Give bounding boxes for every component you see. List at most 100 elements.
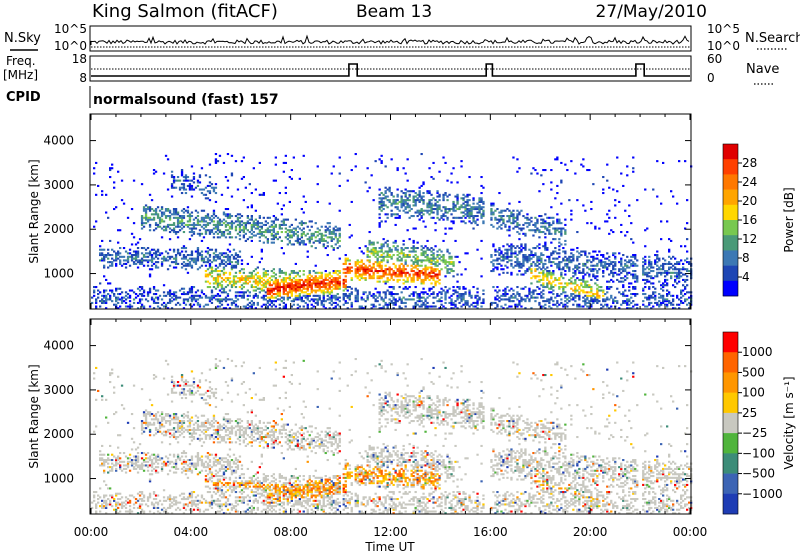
- power-cell: [154, 213, 158, 216]
- power-cell: [580, 282, 583, 285]
- power-cell: [528, 291, 531, 294]
- power-cell: [518, 232, 521, 235]
- power-cell: [522, 298, 525, 301]
- power-cell: [620, 257, 623, 260]
- power-cell: [432, 271, 435, 274]
- power-cell: [322, 289, 325, 292]
- power-cell: [184, 257, 188, 260]
- power-cell: [182, 254, 186, 257]
- power-cell: [438, 291, 441, 294]
- power-cell: [232, 284, 236, 287]
- power-cell: [109, 296, 112, 299]
- power-cell: [226, 186, 230, 189]
- power-cell: [130, 305, 134, 308]
- power-cell: [532, 275, 535, 278]
- power-cell: [558, 220, 561, 223]
- power-cell: [316, 301, 319, 304]
- power-cell: [516, 216, 519, 219]
- power-cell: [396, 300, 399, 303]
- power-cell: [254, 188, 257, 191]
- power-cell: [120, 199, 124, 202]
- power-cell: [410, 190, 413, 193]
- power-cell: [216, 225, 220, 228]
- power-cell: [386, 277, 389, 280]
- power-cell: [518, 270, 521, 273]
- power-cell: [274, 280, 277, 283]
- power-cell: [216, 236, 220, 239]
- power-cell: [234, 257, 238, 260]
- power-cell: [450, 270, 453, 273]
- power-cell: [236, 213, 240, 216]
- power-cell: [300, 236, 303, 239]
- power-cell: [496, 266, 499, 269]
- power-cell: [234, 254, 238, 257]
- power-cell: [370, 268, 373, 271]
- power-cell: [394, 247, 397, 250]
- power-cell: [682, 273, 685, 276]
- power-cell: [182, 184, 186, 187]
- power-cell: [238, 277, 242, 280]
- power-cell: [590, 261, 593, 264]
- power-cell: [380, 220, 383, 223]
- power-cell: [402, 271, 405, 274]
- power-cell: [99, 254, 102, 257]
- power-cell: [338, 305, 341, 308]
- power-cell: [588, 286, 591, 289]
- power-cell: [386, 289, 389, 292]
- power-cell: [230, 254, 234, 257]
- power-cell: [234, 282, 238, 285]
- power-cell: [608, 287, 611, 290]
- power-cell: [244, 307, 247, 310]
- power-cell: [244, 186, 247, 189]
- power-cell: [156, 261, 160, 264]
- power-cell: [436, 208, 439, 211]
- power-cell: [586, 291, 589, 294]
- power-cell: [508, 259, 511, 262]
- power-cell: [366, 247, 369, 250]
- power-cell: [544, 247, 547, 250]
- power-cell: [322, 305, 325, 308]
- power-cell: [434, 305, 437, 308]
- power-cell: [214, 254, 218, 257]
- power-cell: [438, 300, 441, 303]
- power-cell: [316, 278, 319, 281]
- power-cell: [650, 294, 653, 297]
- power-cell: [228, 255, 232, 258]
- power-cell: [506, 307, 509, 310]
- power-cell: [434, 202, 437, 205]
- power-cell: [466, 199, 469, 202]
- power-cell: [372, 252, 375, 255]
- power-cell: [668, 271, 671, 274]
- power-cell: [554, 284, 557, 287]
- power-cell: [408, 294, 411, 297]
- power-cell: [518, 300, 521, 303]
- power-cell: [130, 254, 134, 257]
- power-cell: [182, 186, 186, 189]
- power-cell: [264, 282, 267, 285]
- power-cell: [332, 227, 335, 230]
- power-cell: [216, 294, 220, 297]
- power-cell: [142, 255, 146, 258]
- power-cell: [592, 275, 595, 278]
- power-cell: [480, 257, 483, 260]
- power-cell: [260, 280, 263, 283]
- power-cell: [618, 273, 621, 276]
- power-cell: [266, 289, 269, 292]
- power-cell: [490, 303, 493, 306]
- power-cell: [142, 289, 146, 292]
- power-cell: [436, 254, 439, 257]
- power-cell: [536, 259, 539, 262]
- power-cell: [492, 262, 495, 265]
- power-cell: [390, 273, 393, 276]
- power-cell: [140, 257, 144, 260]
- power-cell: [630, 301, 633, 304]
- power-cell: [594, 268, 597, 271]
- power-cell: [242, 236, 245, 239]
- power-cell: [272, 241, 275, 244]
- power-cell: [476, 307, 479, 310]
- power-cell: [318, 275, 321, 278]
- power-cell: [444, 266, 447, 269]
- power-cell: [234, 294, 238, 297]
- power-cell: [412, 248, 415, 251]
- power-cell: [460, 298, 463, 301]
